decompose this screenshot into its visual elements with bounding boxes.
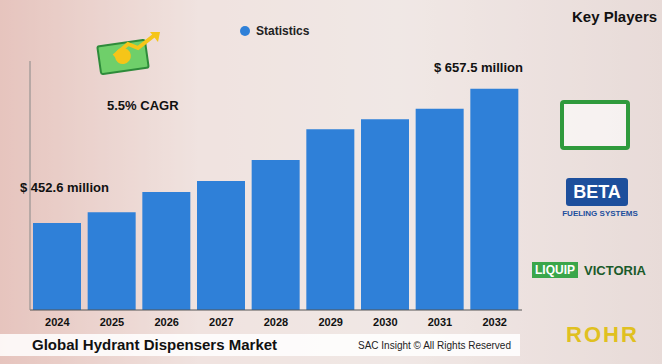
html-text:VICTORIA: VICTORIA bbox=[584, 262, 646, 278]
svg-text:2031: 2031 bbox=[428, 316, 452, 328]
html-text:BETA: BETA bbox=[573, 182, 621, 202]
svg-text:2025: 2025 bbox=[100, 316, 124, 328]
html-text:FUELING SYSTEMS: FUELING SYSTEMS bbox=[562, 209, 638, 218]
svg-text:2024: 2024 bbox=[45, 316, 70, 328]
html-text:LIQUIP: LIQUIP bbox=[535, 263, 575, 277]
html-text:ROHR: ROHR bbox=[566, 322, 639, 347]
html-text:SAC Insight © All Rights Reser: SAC Insight © All Rights Reserved bbox=[358, 340, 511, 351]
svg-text:2028: 2028 bbox=[264, 316, 288, 328]
html-text:Key Players: Key Players bbox=[572, 8, 658, 25]
html-text:Statistics: Statistics bbox=[256, 24, 310, 38]
html-text:Global Hydrant Dispensers Mark: Global Hydrant Dispensers Market bbox=[32, 336, 278, 353]
html-text:5.5% CAGR: 5.5% CAGR bbox=[107, 98, 179, 113]
html-text:$ 657.5 million: $ 657.5 million bbox=[434, 60, 523, 75]
svg-text:2026: 2026 bbox=[154, 316, 178, 328]
svg-text:2030: 2030 bbox=[373, 316, 397, 328]
svg-text:2029: 2029 bbox=[318, 316, 342, 328]
svg-text:2032: 2032 bbox=[482, 316, 506, 328]
svg-text:2027: 2027 bbox=[209, 316, 233, 328]
html-text:$ 452.6 million: $ 452.6 million bbox=[20, 180, 109, 195]
